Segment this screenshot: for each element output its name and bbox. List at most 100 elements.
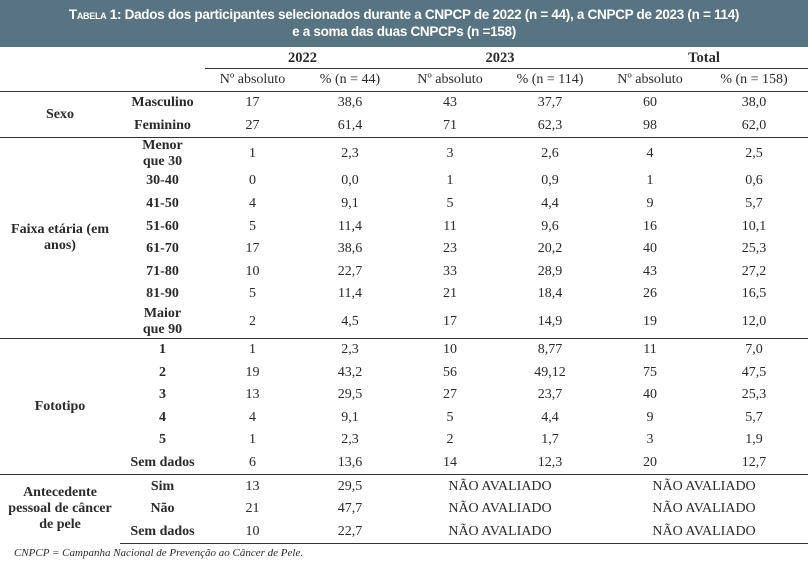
table-row: Feminino 27 61,4 71 62,3 98 62,0 [0, 115, 808, 138]
table-row: 41-50 4 9,1 5 4,4 9 5,7 [0, 193, 808, 216]
value-cell: 43,2 [337, 364, 363, 380]
table-row: Não 21 47,7 NÃO AVALIADO NÃO AVALIADO [0, 498, 808, 521]
column-header: % (n = 44) [319, 72, 381, 87]
value-cell: 5 [249, 286, 256, 302]
value-cell: 47,7 [337, 501, 363, 517]
value-cell: 21 [245, 501, 260, 517]
value-cell: 98 [643, 117, 657, 133]
value-cell: 10,1 [741, 218, 767, 234]
table-row: Faixa etária (em anos) Menor que 30 1 2,3 3 2… [0, 137, 808, 339]
value-cell: 5 [249, 218, 256, 234]
value-cell: 11 [600, 337, 700, 362]
value-cell: 28,9 [537, 263, 563, 279]
value-cell: 20,2 [537, 241, 563, 257]
value-cell: 12,0 [741, 313, 767, 329]
value-cell: 27 [245, 117, 260, 133]
table-row: Fototipo 1 1 2,3 10 8,77 11 7,0 [0, 337, 808, 475]
value-cell: 2 [446, 432, 454, 448]
not-evaluated-cell: NÃO AVALIADO [652, 501, 756, 517]
value-cell: 5,7 [745, 409, 763, 425]
value-cell: 29,5 [337, 387, 363, 403]
table-row: 71-80 10 22,7 33 28,9 43 27,2 [0, 261, 808, 284]
table-row: Maior que 90 2 4,5 17 14,9 19 12,0 [0, 306, 808, 339]
table-row: 2 19 43,2 56 49,12 75 47,5 [0, 361, 808, 384]
not-evaluated-cell: NÃO AVALIADO [600, 474, 808, 498]
group-label: Sexo [0, 90, 120, 138]
value-cell: 5,7 [745, 196, 763, 212]
data-table: 2022 2023 Total Nº absoluto % (n = 44) N… [0, 47, 808, 545]
value-cell: 13 [245, 387, 260, 403]
value-cell: 12,7 [741, 455, 767, 471]
value-cell: 40 [643, 387, 657, 403]
value-cell: 14,9 [537, 313, 563, 329]
table-row: 3 13 29,5 27 23,7 40 25,3 [0, 384, 808, 407]
value-cell: 0,0 [341, 173, 359, 189]
value-cell: 9 [646, 196, 654, 212]
value-cell: 2,3 [341, 432, 359, 448]
value-cell: 71 [443, 117, 457, 133]
row-label: 2 [159, 364, 166, 380]
value-cell: 14 [443, 455, 457, 471]
table-row: 4 4 9,1 5 4,4 9 5,7 [0, 407, 808, 430]
row-label: Sem dados [130, 455, 195, 471]
value-cell: 4 [600, 137, 700, 171]
value-cell: 5 [446, 196, 454, 212]
value-cell: 9 [646, 409, 654, 425]
table-row: 61-70 17 38,6 23 20,2 40 25,3 [0, 238, 808, 261]
value-cell: 49,12 [534, 364, 566, 380]
row-label: 61-70 [146, 241, 179, 257]
value-cell: 9,1 [341, 196, 359, 212]
value-cell: 33 [443, 263, 457, 279]
value-cell: 1 [205, 337, 300, 362]
value-cell: 25,3 [741, 241, 767, 257]
value-cell: 3 [646, 432, 654, 448]
value-cell: 13 [205, 474, 300, 498]
value-cell: 8,77 [500, 337, 600, 362]
value-cell: 0 [249, 173, 256, 189]
column-header: % (n = 158) [720, 72, 788, 87]
group-label: Antecedente pessoal de câncer de pele [0, 474, 120, 544]
value-cell: 20 [643, 455, 657, 471]
value-cell: 1 [646, 173, 654, 189]
value-cell: 47,5 [741, 364, 767, 380]
value-cell: 43 [400, 90, 500, 115]
value-cell: 61,4 [337, 117, 363, 133]
value-cell: 4 [249, 409, 256, 425]
value-cell: 43 [643, 263, 657, 279]
value-cell: 19 [643, 313, 657, 329]
table-row: Antecedente pessoal de câncer de pele Sim… [0, 474, 808, 544]
table-row: 51-60 5 11,4 11 9,6 16 10,1 [0, 215, 808, 238]
value-cell: 16 [643, 218, 657, 234]
value-cell: 37,7 [500, 90, 600, 115]
value-cell: 29,5 [300, 474, 400, 498]
value-cell: 11,4 [338, 286, 362, 302]
value-cell: 17 [245, 241, 260, 257]
value-cell: 6 [249, 455, 256, 471]
value-cell: 19 [245, 364, 260, 380]
value-cell: 0,9 [541, 173, 559, 189]
row-label: Menor que 30 [120, 137, 205, 171]
table-row: 81-90 5 11,4 21 18,4 26 16,5 [0, 283, 808, 306]
row-label: 1 [120, 337, 205, 362]
value-cell: 27 [443, 387, 457, 403]
value-cell: 22,7 [337, 263, 363, 279]
group-label: Faixa etária (em anos) [0, 137, 120, 339]
not-evaluated-cell: NÃO AVALIADO [400, 520, 600, 545]
value-cell: 11 [443, 218, 457, 234]
value-cell: 27,2 [741, 263, 767, 279]
column-header: % (n = 114) [516, 72, 584, 87]
value-cell: 1 [446, 173, 454, 189]
value-cell: 1 [205, 137, 300, 171]
value-cell: 18,4 [537, 286, 563, 302]
value-cell: 4,5 [341, 313, 359, 329]
value-cell: 10 [400, 337, 500, 362]
footnote: CNPCP = Campanha Nacional de Prevenção a… [14, 547, 304, 560]
value-cell: 10 [205, 520, 300, 545]
value-cell: 0,6 [745, 173, 763, 189]
table-title: Tabela 1: Dados dos participantes seleci… [0, 0, 808, 47]
value-cell: 10 [245, 263, 260, 279]
value-cell: 60 [600, 90, 700, 115]
value-cell: 21 [443, 286, 457, 302]
year-header-2023: 2023 [400, 47, 600, 69]
column-header: Nº absoluto [617, 72, 683, 87]
